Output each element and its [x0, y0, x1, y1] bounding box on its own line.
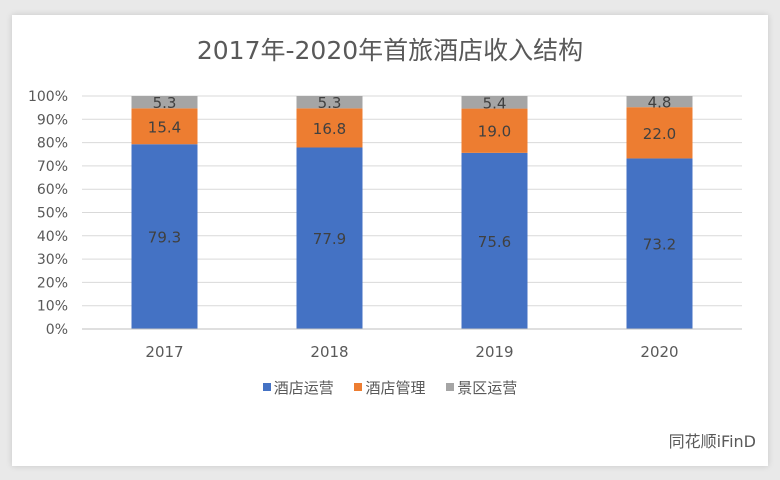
- watermark: 同花顺iFinD: [668, 432, 756, 451]
- y-tick-label: 50%: [37, 206, 68, 222]
- y-tick-label: 90%: [37, 112, 68, 128]
- bar-segment: [131, 96, 198, 109]
- data-label: 15.4: [148, 118, 181, 136]
- bar-segment: [296, 147, 363, 329]
- legend-item: 景区运营: [446, 377, 517, 398]
- x-tick-label: 2017: [145, 343, 183, 361]
- bar-segment: [131, 144, 198, 329]
- legend-swatch: [262, 382, 271, 391]
- legend-swatch: [354, 382, 363, 391]
- legend-label: 景区运营: [457, 379, 518, 397]
- bar-segment: [626, 158, 693, 329]
- y-tick-label: 40%: [37, 229, 68, 245]
- x-tick-label: 2019: [475, 343, 513, 361]
- y-tick-label: 80%: [37, 136, 68, 152]
- bar-segment: [461, 108, 528, 153]
- y-tick-label: 20%: [37, 275, 68, 291]
- bar-segment: [296, 108, 363, 148]
- data-label: 77.9: [313, 230, 346, 248]
- legend-label: 酒店运营: [273, 379, 334, 397]
- y-tick-label: 100%: [28, 89, 68, 105]
- data-label: 22.0: [643, 125, 676, 143]
- bar-segment: [626, 107, 693, 159]
- x-tick-label: 2020: [640, 343, 678, 361]
- chart-title: 2017年-2020年首旅酒店收入结构: [196, 36, 584, 65]
- data-label: 73.2: [643, 236, 676, 254]
- y-tick-label: 70%: [37, 159, 68, 175]
- data-label: 75.6: [478, 233, 511, 251]
- legend-item: 酒店运营: [262, 377, 334, 398]
- bar-segment: [461, 152, 528, 329]
- bar-segment: [131, 108, 198, 145]
- data-label: 4.8: [648, 94, 672, 112]
- legend-item: 酒店管理: [354, 377, 426, 398]
- y-tick-label: 30%: [37, 252, 68, 268]
- data-label: 16.8: [313, 120, 346, 138]
- y-tick-label: 0%: [46, 322, 68, 338]
- data-label: 5.4: [483, 94, 507, 112]
- data-label: 5.3: [318, 94, 342, 112]
- legend: 酒店运营 酒店管理 景区运营: [0, 377, 780, 398]
- x-tick-label: 2018: [310, 343, 348, 361]
- legend-swatch: [446, 382, 455, 391]
- bar-segment: [461, 96, 528, 109]
- legend-label: 酒店管理: [365, 379, 426, 397]
- data-label: 19.0: [478, 123, 511, 141]
- bar-segment: [296, 96, 363, 109]
- data-label: 5.3: [153, 94, 177, 112]
- y-tick-label: 10%: [37, 299, 68, 315]
- data-label: 79.3: [148, 229, 181, 247]
- bar-segment: [626, 96, 693, 108]
- y-tick-label: 60%: [37, 182, 68, 198]
